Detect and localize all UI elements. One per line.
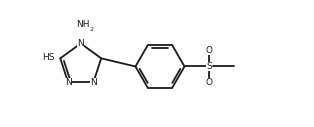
Text: NH: NH xyxy=(76,20,90,29)
Text: 2: 2 xyxy=(89,27,94,32)
Text: O: O xyxy=(206,46,213,55)
Text: O: O xyxy=(206,78,213,86)
Text: N: N xyxy=(65,78,72,87)
Text: N: N xyxy=(90,78,97,87)
Text: HS: HS xyxy=(42,53,55,62)
Text: S: S xyxy=(206,62,212,71)
Text: N: N xyxy=(77,39,84,48)
